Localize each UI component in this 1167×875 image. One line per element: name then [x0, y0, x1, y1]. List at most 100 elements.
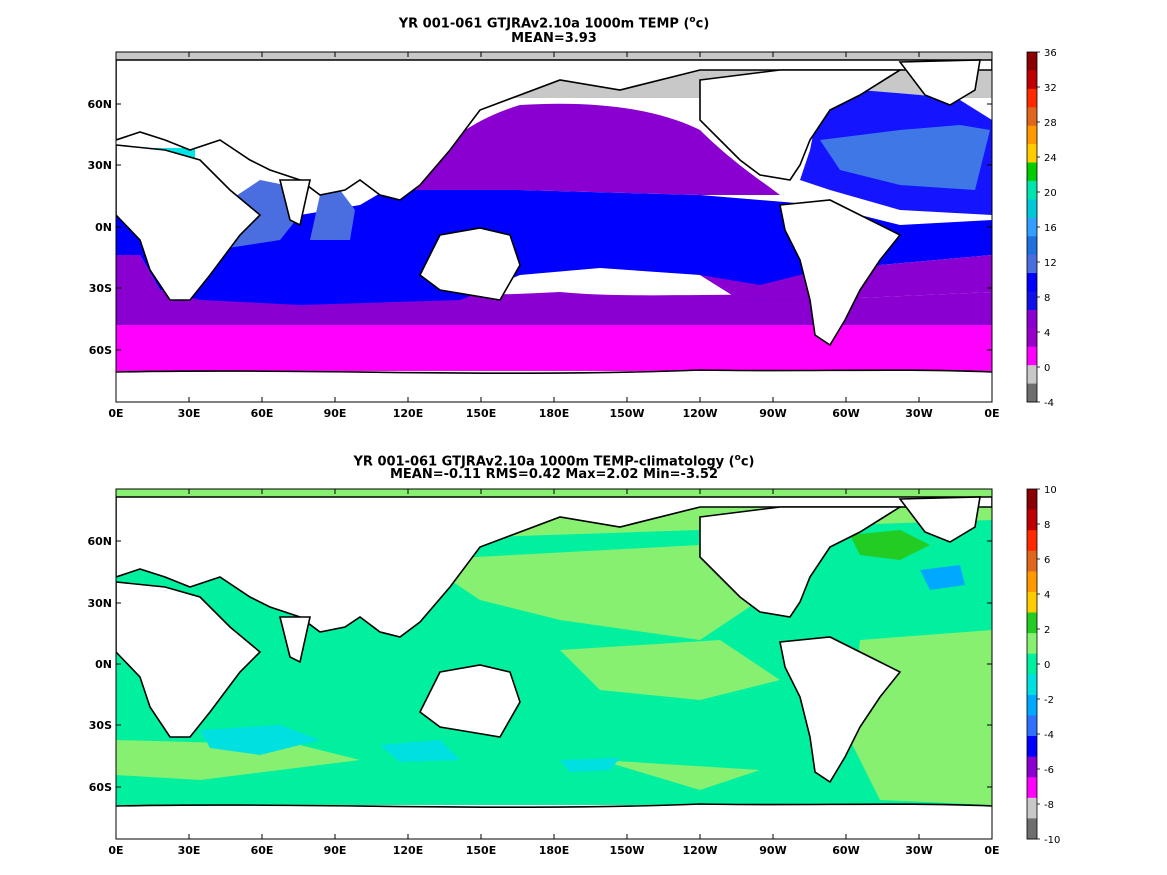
bottom-colorbar-label: -4 [1044, 730, 1054, 741]
top-colorbar-swatch [1027, 217, 1037, 237]
top-colorbar-label: 0 [1044, 363, 1050, 374]
bottom-colorbar-swatch [1027, 489, 1037, 511]
bottom-ytick-label: 60S [89, 781, 112, 794]
bottom-colorbar-swatch [1027, 530, 1037, 552]
top-colorbar-swatch [1027, 107, 1037, 127]
top-ytick-label: 60S [89, 344, 112, 357]
top-colorbar-label: 36 [1044, 48, 1057, 59]
bottom-colorbar-label: -10 [1044, 835, 1060, 846]
top-xtick-label: 60E [251, 407, 274, 420]
top-colorbar-swatch [1027, 180, 1037, 200]
top-xtick-label: 90W [759, 407, 786, 420]
bottom-colorbar-swatch [1027, 674, 1037, 696]
top-ytick-label: 0N [95, 221, 112, 234]
top-colorbar-swatch [1027, 383, 1037, 403]
top-colorbar-swatch [1027, 125, 1037, 145]
bottom-chart-title: YR 001-061 GTJRAv2.10a 1000m TEMP-climat… [353, 453, 755, 470]
top-chart-title: YR 001-061 GTJRAv2.10a 1000m TEMP (oc) [398, 15, 710, 32]
top-colorbar-label: 24 [1044, 153, 1057, 164]
top-colorbar-label: 12 [1044, 258, 1057, 269]
south-indian-anomaly [200, 725, 320, 755]
top-colorbar-swatch [1027, 273, 1037, 292]
southern-ocean-region [116, 325, 992, 371]
bottom-xtick-label: 150E [466, 844, 496, 857]
bottom-ytick-label: 0N [95, 658, 112, 671]
bottom-xtick-label: 60W [832, 844, 859, 857]
bottom-colorbar-swatch [1027, 550, 1037, 572]
top-colorbar-swatch [1027, 291, 1037, 311]
top-map [116, 52, 992, 402]
bottom-colorbar-label: 8 [1044, 520, 1050, 531]
top-ytick-label: 60N [87, 98, 112, 111]
bottom-map [116, 489, 992, 839]
top-colorbar-swatch [1027, 144, 1037, 164]
top-xtick-label: 150W [609, 407, 644, 420]
bottom-colorbar-swatch [1027, 736, 1037, 758]
bottom-xtick-label: 90W [759, 844, 786, 857]
bottom-xtick-label: 150W [609, 844, 644, 857]
top-ytick-label: 30S [89, 282, 112, 295]
top-colorbar-swatch [1027, 236, 1037, 256]
bottom-colorbar-swatch [1027, 612, 1037, 634]
top-xtick-label: 180E [539, 407, 569, 420]
bottom-ytick-label: 30S [89, 719, 112, 732]
bottom-ytick-label: 60N [87, 535, 112, 548]
landmasses [116, 59, 992, 402]
bottom-ytick-label: 30N [87, 597, 112, 610]
bottom-colorbar-swatch [1027, 509, 1037, 531]
top-colorbar-swatch [1027, 70, 1037, 90]
tropical-region [116, 170, 992, 305]
top-colorbar-label: 20 [1044, 188, 1057, 199]
bottom-colorbar-swatch [1027, 694, 1037, 716]
top-colorbar: 36 32 28 24 20 16 12 8 4 0 -4 [1026, 48, 1057, 409]
bottom-chart-subtitle: MEAN=-0.11 RMS=0.42 Max=2.02 Min=-3.52 [389, 467, 719, 482]
bottom-colorbar-swatch [1027, 633, 1037, 655]
bottom-colorbar-label: 10 [1044, 485, 1057, 496]
top-xtick-label: 0E [984, 407, 999, 420]
top-xtick-label: 150E [466, 407, 496, 420]
top-xtick-label: 90E [324, 407, 347, 420]
top-colorbar-swatch [1027, 254, 1037, 274]
top-xtick-label: 30E [178, 407, 201, 420]
labrador-anomaly [850, 530, 930, 560]
top-xtick-label: 120W [682, 407, 717, 420]
bottom-colorbar-label: -6 [1044, 765, 1054, 776]
top-colorbar-swatch [1027, 199, 1037, 219]
top-chart-subtitle: MEAN=3.93 [511, 31, 597, 46]
bottom-xtick-label: 30W [905, 844, 932, 857]
top-xtick-label: 120E [393, 407, 423, 420]
top-colorbar-label: -4 [1044, 398, 1054, 409]
top-colorbar-swatch [1027, 52, 1037, 71]
bottom-xtick-label: 60E [251, 844, 274, 857]
bottom-xtick-label: 0E [108, 844, 123, 857]
bottom-colorbar-swatch [1027, 653, 1037, 675]
bottom-colorbar: 10 8 6 4 2 0 -2 -4 -6 -8 -10 [1026, 485, 1060, 846]
top-colorbar-swatch [1027, 328, 1037, 348]
bottom-xtick-label: 0E [984, 844, 999, 857]
bottom-colorbar-swatch [1027, 756, 1037, 778]
north-pacific-region [410, 103, 780, 195]
top-xtick-label: 30W [905, 407, 932, 420]
bottom-colorbar-swatch [1027, 777, 1037, 799]
top-colorbar-swatch [1027, 162, 1037, 182]
top-colorbar-swatch [1027, 365, 1037, 385]
top-xtick-label: 0E [108, 407, 123, 420]
bottom-colorbar-label: 2 [1044, 625, 1050, 636]
bottom-xtick-label: 30E [178, 844, 201, 857]
bottom-colorbar-label: 6 [1044, 555, 1050, 566]
bottom-colorbar-swatch [1027, 715, 1037, 737]
top-colorbar-label: 28 [1044, 118, 1057, 129]
top-colorbar-label: 8 [1044, 293, 1050, 304]
bottom-xtick-label: 120W [682, 844, 717, 857]
top-colorbar-label: 16 [1044, 223, 1057, 234]
bottom-xtick-label: 180E [539, 844, 569, 857]
bottom-colorbar-swatch [1027, 571, 1037, 593]
bottom-colorbar-label: 0 [1044, 660, 1050, 671]
bottom-colorbar-label: 4 [1044, 590, 1050, 601]
top-xtick-label: 60W [832, 407, 859, 420]
top-colorbar-swatch [1027, 88, 1037, 108]
bottom-xtick-label: 120E [393, 844, 423, 857]
bottom-colorbar-swatch [1027, 797, 1037, 819]
top-colorbar-label: 32 [1044, 83, 1057, 94]
